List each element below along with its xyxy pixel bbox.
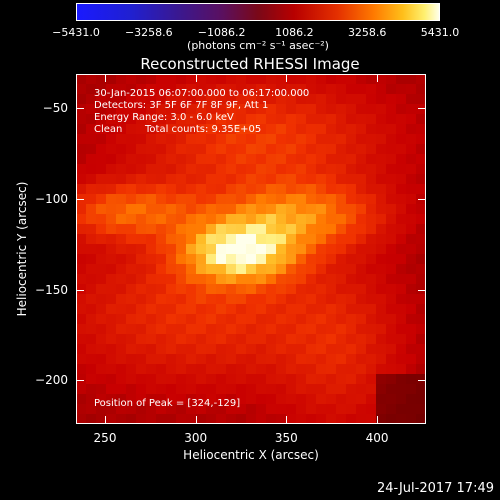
x-tick-mark [377,74,379,82]
y-axis-label: Heliocentric Y (arcsec) [15,181,29,317]
peak-position-label: Position of Peak = [324,-129] [94,398,241,409]
info-total-counts: Total counts: 9.35E+05 [145,124,262,135]
y-tick-mark [76,199,84,201]
x-tick-label: 400 [365,431,389,445]
x-tick-label: 350 [274,431,298,445]
y-tick-mark [418,289,426,291]
x-tick-mark [195,74,197,82]
y-tick-label: −100 [35,192,68,207]
x-tick-mark [286,416,288,424]
x-tick-mark [105,74,106,82]
timestamp: 24-Jul-2017 17:49 [376,481,494,496]
x-tick-mark [105,416,106,424]
y-tick-mark [418,199,426,201]
colorbar-tick-label: 5431.0 [420,26,460,39]
heatmap-image [76,74,426,424]
x-axis-label: Heliocentric X (arcsec) [183,448,319,462]
y-tick-label: −150 [35,282,68,297]
y-tick-mark [418,380,426,382]
colorbar-tick-label: −5431.0 [52,26,100,39]
colorbar-tick-label: −1086.2 [197,26,246,39]
y-tick-mark [76,289,84,291]
colorbar [76,3,440,21]
x-tick-mark [286,74,288,82]
y-tick-mark [76,380,84,382]
x-tick-label: 300 [184,431,208,445]
info-detectors: Detectors: 3F 5F 6F 7F 8F 9F, Att 1 [94,100,269,111]
colorbar-tick-label: 3258.6 [347,26,387,39]
info-clean: Clean [94,124,123,135]
y-tick-label: −200 [35,373,68,388]
y-tick-mark [76,108,84,110]
chart-title: Reconstructed RHESSI Image [140,55,360,73]
colorbar-tick-label: 1086.2 [275,26,314,39]
info-energy: Energy Range: 3.0 - 6.0 keV [94,112,234,123]
x-tick-label: 250 [93,431,117,445]
x-tick-mark [377,416,379,424]
info-time-range: 30-Jan-2015 06:07:00.000 to 06:17:00.000 [94,88,310,99]
heatmap-plot [76,74,426,424]
x-tick-mark [195,416,197,424]
y-tick-mark [418,108,426,110]
colorbar-unit: (photons cm⁻² s⁻¹ asec⁻²) [187,39,329,52]
colorbar-tick-label: −3258.6 [124,26,173,39]
y-tick-label: −50 [42,101,68,116]
